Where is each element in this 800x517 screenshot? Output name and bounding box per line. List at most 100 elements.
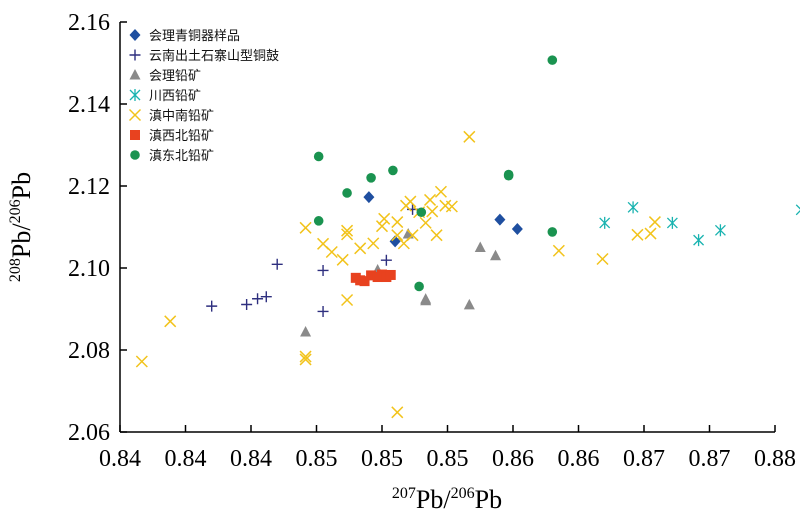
data-point [380,254,392,266]
legend-label: 滇东北铅矿 [149,149,214,164]
data-point [313,151,324,162]
y-axis-title-element-b: Pb [7,172,36,199]
legend-marker [130,150,140,160]
data-point [547,227,558,237]
series-1 [206,203,419,317]
legend-label: 会理铅矿 [149,69,201,84]
legend-item: 云南出土石寨山型铜鼓 [129,48,279,64]
data-point [391,406,404,419]
data-point [627,201,639,214]
data-point [342,188,352,198]
data-point [388,165,398,176]
data-point [414,281,424,292]
data-point [363,191,375,204]
series-layer [135,55,800,419]
data-point [490,249,502,261]
data-point [359,276,370,287]
data-point [385,269,396,280]
x-tick-label: 0.86 [558,446,600,472]
data-point [299,221,312,234]
legend-label: 滇西北铅矿 [149,129,214,144]
legend-item: 滇西北铅矿 [130,129,214,144]
data-point [271,258,283,270]
data-point [648,216,661,229]
legend-marker [129,69,141,80]
data-point [419,216,432,229]
series-0 [363,191,523,248]
data-point [693,234,705,247]
data-point [164,315,177,328]
y-axis-title-sup-b: 206 [7,199,24,223]
data-point [260,291,272,303]
legend-label: 川西铅矿 [149,89,201,104]
x-tick-label: 0.85 [427,446,469,472]
y-axis-title-element-a: Pb/ [7,223,36,258]
x-tick-label: 0.87 [689,446,731,472]
y-tick-label: 2.10 [68,256,110,282]
y-tick-label: 2.12 [68,174,110,200]
data-point [389,235,401,248]
series-5 [350,269,396,287]
x-tick-label: 0.87 [623,446,665,472]
data-point [503,170,514,181]
legend-marker [129,49,141,61]
x-tick-label: 0.88 [754,446,796,472]
data-point [406,229,419,242]
x-tick-label: 0.84 [99,446,141,472]
data-point [378,212,391,225]
data-point [599,216,611,229]
data-point [430,229,443,242]
x-axis-title: 207Pb/206Pb [392,485,502,514]
legend-label: 云南出土石寨山型铜鼓 [149,48,279,64]
legend-item: 滇中南铅矿 [128,108,214,124]
data-point [666,216,678,229]
legend-label: 滇中南铅矿 [149,108,214,124]
y-tick-label: 2.06 [68,420,110,446]
data-point [336,253,349,266]
data-point [391,216,404,229]
legend-item: 会理青铜器样品 [129,29,240,44]
y-axis-title-sup-a: 208 [7,258,24,282]
x-tick-label: 0.84 [230,446,272,472]
data-point [354,242,367,255]
series-3 [599,201,800,247]
data-point [463,130,476,143]
data-point [596,252,609,266]
legend-item: 滇东北铅矿 [130,149,214,164]
data-point [552,244,565,257]
x-axis-title-sup-a: 207 [392,485,416,502]
data-point [474,241,486,252]
legend-marker [129,89,141,101]
data-point [547,55,558,65]
data-point [434,185,447,198]
data-point [367,237,380,250]
data-point [402,227,414,239]
data-point [206,300,218,312]
x-axis-title-element-b: Pb [475,485,502,514]
x-tick-label: 0.85 [296,446,338,472]
legend-marker [128,108,142,122]
data-point [325,245,338,259]
x-tick-label: 0.84 [165,446,207,472]
legend-marker [129,29,141,41]
data-point [300,325,312,337]
legend-marker [130,130,140,140]
data-point [252,293,264,305]
series-6 [313,55,558,292]
data-point [341,224,354,237]
y-tick-label: 2.08 [68,338,110,364]
data-point [241,298,253,310]
y-ticks: 2.06 2.08 2.10 2.12 2.14 2.16 [68,10,127,446]
x-tick-label: 0.86 [492,446,534,472]
data-point [366,173,376,183]
data-point [313,216,324,226]
data-point [341,293,354,307]
x-ticks: 0.84 0.84 0.84 0.85 0.85 0.85 0.86 0.86 0.87 0.87… [99,425,796,472]
legend-item: 会理铅矿 [129,69,201,84]
y-axis-title: 208Pb/206Pb [7,172,36,282]
data-point [416,207,427,218]
data-point [404,195,417,208]
series-2 [300,227,502,337]
